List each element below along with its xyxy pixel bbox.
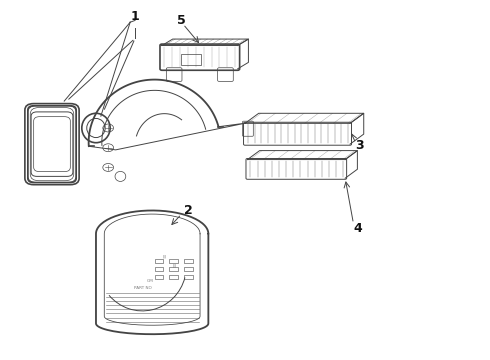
Text: |||: ||| [162,254,167,258]
Text: |||: ||| [172,263,176,267]
Text: 5: 5 [177,14,186,27]
Text: 2: 2 [184,204,193,217]
Text: 1: 1 [131,10,140,23]
Text: PART NO: PART NO [133,286,151,291]
Text: 4: 4 [353,222,362,235]
Bar [181,54,201,64]
Bar [169,267,178,271]
Bar [184,259,193,263]
Bar [169,275,178,279]
Text: GM: GM [147,279,153,283]
Text: 3: 3 [356,139,364,152]
Bar [155,275,163,279]
Bar [184,275,193,279]
Bar [155,259,163,263]
Bar [155,267,163,271]
Bar [184,267,193,271]
Bar [169,259,178,263]
